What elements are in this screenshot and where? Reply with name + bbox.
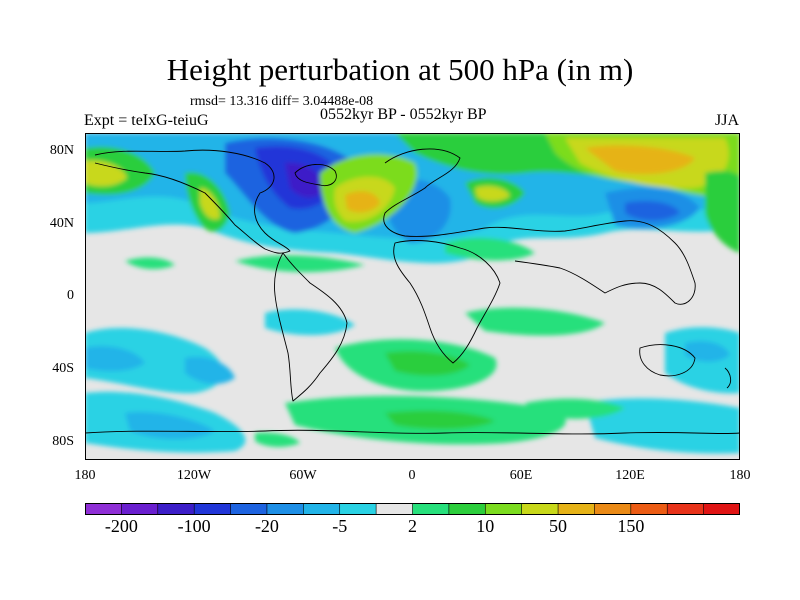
colorbar-label: -5 <box>332 516 348 536</box>
colorbar-swatch <box>339 503 377 515</box>
colorbar-swatch <box>594 503 632 515</box>
colorbar-swatch <box>303 503 341 515</box>
map-frame <box>85 133 740 460</box>
lat-tick-40n: 40N <box>49 216 74 231</box>
lat-tick-40s: 40S <box>52 361 74 376</box>
lat-tick-80n: 80N <box>49 143 74 158</box>
lon-tick-60w: 60W <box>289 468 317 483</box>
colorbar-swatch <box>375 503 414 515</box>
colorbar-swatch <box>85 503 122 515</box>
colorbar-swatch <box>484 503 523 515</box>
coastlines <box>85 148 740 435</box>
colorbar-swatch <box>630 503 668 515</box>
colorbar-label: 50 <box>549 516 568 536</box>
colorbar-label: -20 <box>254 516 279 536</box>
colorbar-swatch <box>230 503 268 515</box>
colorbar-label: 10 <box>476 516 495 536</box>
colorbar-swatch <box>521 503 559 515</box>
lat-tick-0: 0 <box>67 288 74 303</box>
stats-text: rmsd= 13.316 diff= 3.04488e-08 <box>190 94 374 109</box>
colorbar-swatch <box>666 503 705 515</box>
colorbar-swatch <box>266 503 304 515</box>
lat-tick-80s: 80S <box>52 434 74 449</box>
lon-tick-180e: 180 <box>729 468 751 483</box>
colorbar-swatch <box>157 503 195 515</box>
colorbar-swatch <box>412 503 450 515</box>
colorbar-swatch <box>448 503 486 515</box>
colorbar-swatch <box>703 503 740 515</box>
contour-fills <box>85 133 740 454</box>
plot-title: Height perturbation at 500 hPa (in m) <box>166 52 634 87</box>
colorbar <box>85 503 740 515</box>
colorbar-label: -100 <box>177 516 211 536</box>
period-label: 0552kyr BP - 0552kyr BP <box>320 106 487 123</box>
colorbar-label: 2 <box>408 516 417 536</box>
lon-tick-120w: 120W <box>176 468 212 483</box>
lon-tick-120e: 120E <box>615 468 645 483</box>
colorbar-label: -200 <box>104 516 138 536</box>
lon-tick-60e: 60E <box>509 468 533 483</box>
lon-tick-0: 0 <box>408 468 416 483</box>
experiment-label: Expt = teIxG-teiuG <box>84 112 209 129</box>
lon-tick-180w: 180 <box>74 468 96 483</box>
colorbar-swatch <box>557 503 596 515</box>
colorbar-swatch <box>121 503 159 515</box>
season-label: JJA <box>715 112 740 129</box>
colorbar-swatch <box>193 503 232 515</box>
colorbar-label: 150 <box>617 516 645 536</box>
height-perturbation-map <box>85 133 740 460</box>
